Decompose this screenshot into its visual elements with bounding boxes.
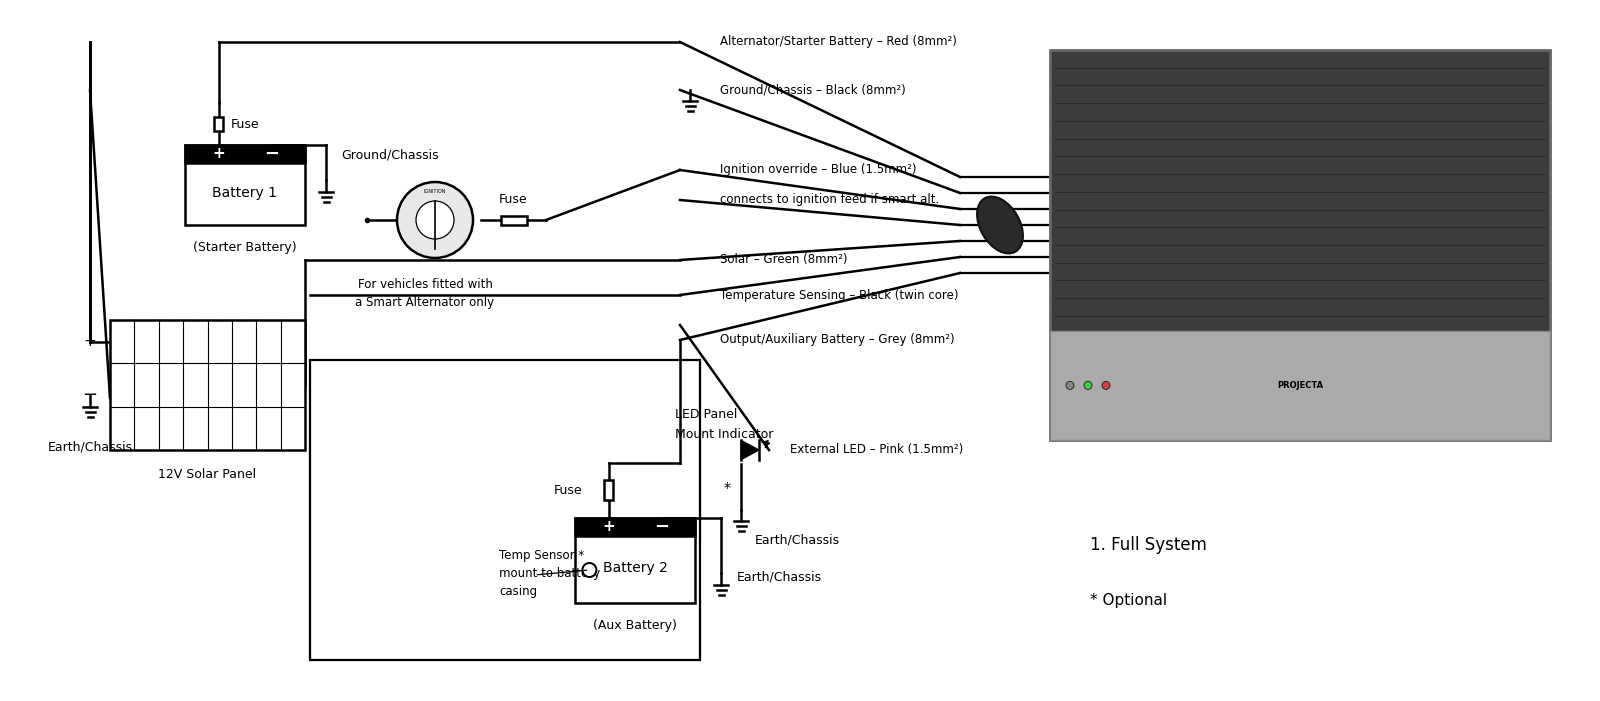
Text: Fuse: Fuse [499, 193, 528, 206]
Bar [310, 360, 701, 660]
Text: −: − [654, 518, 669, 536]
Text: (Starter Battery): (Starter Battery) [194, 241, 298, 254]
Text: For vehicles fitted with: For vehicles fitted with [357, 278, 493, 291]
Bar [1050, 331, 1550, 440]
Bar [501, 215, 526, 224]
Bar [574, 517, 694, 602]
Text: Earth/Chassis: Earth/Chassis [755, 533, 840, 547]
Ellipse shape [978, 196, 1022, 254]
Text: Ground/Chassis – Black (8mm²): Ground/Chassis – Black (8mm²) [720, 83, 906, 97]
Text: Battery 1: Battery 1 [213, 186, 277, 200]
Text: connects to ignition feed if smart alt.: connects to ignition feed if smart alt. [720, 193, 939, 207]
Text: +: + [83, 334, 96, 350]
Text: IGNITION: IGNITION [424, 189, 446, 194]
Text: −: − [83, 386, 98, 404]
Text: Solar – Green (8mm²): Solar – Green (8mm²) [720, 254, 848, 266]
Text: *: * [723, 481, 731, 495]
Text: 1. Full System: 1. Full System [1090, 536, 1206, 554]
Circle shape [1066, 381, 1074, 389]
Circle shape [1085, 381, 1091, 389]
Text: Earth/Chassis: Earth/Chassis [736, 571, 821, 584]
Bar [1050, 50, 1550, 440]
Bar [214, 116, 222, 131]
Text: 12V Solar Panel: 12V Solar Panel [158, 468, 256, 481]
Text: PROJECTA: PROJECTA [1277, 381, 1323, 390]
Circle shape [582, 563, 597, 577]
Polygon shape [741, 440, 760, 460]
Text: Ground/Chassis: Ground/Chassis [341, 149, 438, 161]
Bar [574, 517, 694, 536]
Bar [186, 145, 306, 163]
Circle shape [416, 201, 454, 239]
Bar [186, 145, 306, 225]
Text: −: − [264, 145, 278, 163]
Circle shape [1102, 381, 1110, 389]
Text: +: + [602, 519, 614, 534]
Text: Ignition override – Blue (1.5mm²): Ignition override – Blue (1.5mm²) [720, 163, 917, 177]
Text: Earth/Chassis: Earth/Chassis [48, 440, 133, 453]
Text: Fuse: Fuse [230, 118, 259, 130]
Text: External LED – Pink (1.5mm²): External LED – Pink (1.5mm²) [790, 444, 963, 456]
Text: Fuse: Fuse [554, 484, 582, 496]
Text: * Optional: * Optional [1090, 592, 1166, 608]
Text: +: + [213, 147, 226, 161]
Text: a Smart Alternator only: a Smart Alternator only [355, 296, 494, 309]
Text: Temp Sensor *: Temp Sensor * [499, 548, 584, 562]
Text: Alternator/Starter Battery – Red (8mm²): Alternator/Starter Battery – Red (8mm²) [720, 36, 957, 48]
Bar [110, 320, 306, 450]
Text: Temperature Sensing – Black (twin core): Temperature Sensing – Black (twin core) [720, 289, 958, 301]
Text: Battery 2: Battery 2 [603, 561, 667, 575]
Text: LED Panel: LED Panel [675, 409, 738, 421]
Bar [605, 480, 613, 500]
Text: mount to battery: mount to battery [499, 566, 600, 580]
Circle shape [397, 182, 474, 258]
Text: (Aux Battery): (Aux Battery) [594, 618, 677, 632]
Text: casing: casing [499, 585, 538, 597]
Text: Output/Auxiliary Battery – Grey (8mm²): Output/Auxiliary Battery – Grey (8mm²) [720, 334, 955, 346]
Text: Mount Indicator: Mount Indicator [675, 428, 773, 442]
